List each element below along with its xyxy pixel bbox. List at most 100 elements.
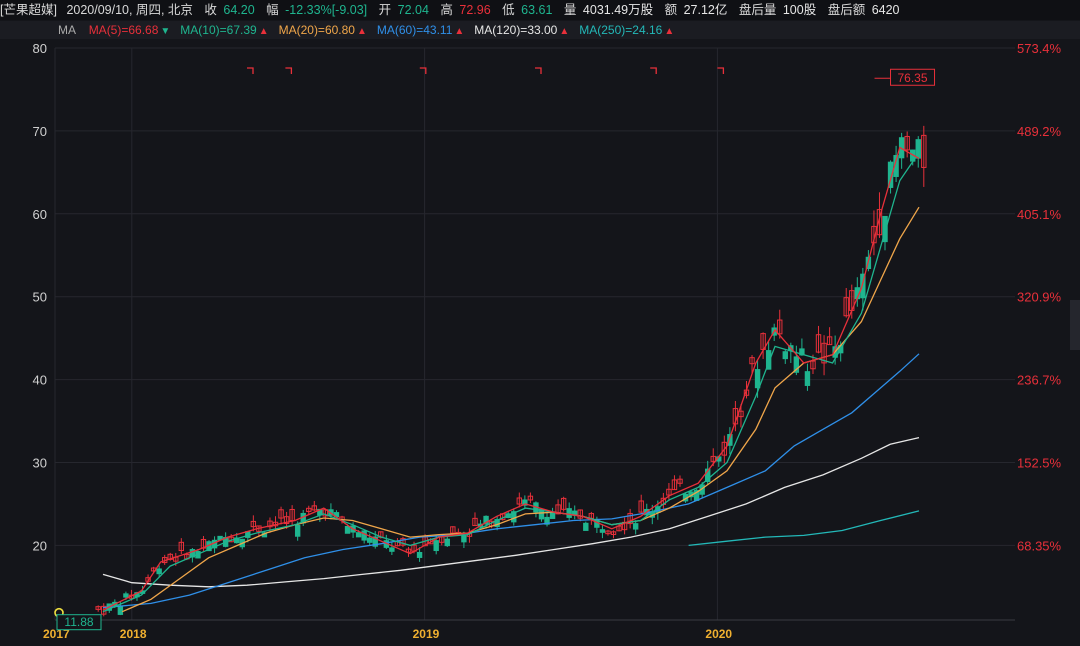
max-label-box — [890, 68, 936, 86]
candle-body — [887, 161, 894, 188]
candle-body — [416, 551, 423, 558]
amount-label: 额 — [664, 3, 678, 17]
candle-body — [610, 531, 617, 535]
candle-body — [799, 348, 805, 356]
candle-body — [117, 605, 124, 615]
candle-body — [921, 134, 927, 168]
ma60-line — [102, 353, 920, 609]
y-right-tick-label: 236.7% — [1017, 373, 1062, 388]
candle-body — [156, 568, 162, 575]
candle-body — [632, 523, 639, 530]
ma-legend-items: MA(5)=66.68 ▼ MA(10)=67.39 ▲ MA(20)=60.80 ▲ MA… — [79, 23, 675, 37]
candle-body — [283, 516, 290, 524]
after-volume-value: 100股 — [782, 3, 817, 17]
candle-body — [444, 538, 450, 547]
candle-body — [522, 499, 528, 506]
min-label-box — [56, 614, 102, 631]
ma5-line — [102, 146, 920, 611]
candle-body — [843, 297, 849, 317]
candle-body — [777, 319, 783, 335]
candle-body — [544, 516, 550, 525]
candle-body — [599, 529, 606, 533]
candle-body — [527, 495, 534, 501]
max-label: 76.35 — [898, 71, 928, 85]
candle-body — [294, 524, 301, 537]
candle-body — [472, 517, 478, 527]
candle-body — [721, 441, 728, 456]
y-left-tick-label: 50 — [33, 290, 47, 305]
change-value: -12.33% — [285, 3, 332, 17]
y-right-tick-label: 573.4% — [1017, 41, 1062, 56]
ma20-line — [121, 206, 920, 613]
x-tick-label: 2018 — [120, 627, 147, 641]
volume-value: 4031.49万股 — [582, 3, 654, 17]
low-label: 低 — [502, 3, 515, 17]
candle-body — [250, 520, 257, 528]
x-tick-label: 2019 — [413, 627, 440, 641]
candle-body — [566, 508, 572, 518]
ma-legend-item: MA(250)=24.16 ▲ — [579, 23, 675, 37]
candle-body — [710, 455, 716, 462]
candle-body — [821, 342, 827, 364]
candle-body — [677, 478, 683, 484]
candle-body — [882, 215, 888, 243]
candle-body — [267, 520, 273, 528]
y-left-tick-label: 70 — [33, 124, 47, 139]
candle-body — [355, 532, 362, 538]
candle-body — [516, 497, 523, 505]
high-value: 72.96 — [459, 3, 491, 17]
candle-body — [583, 522, 589, 531]
candle-body — [361, 530, 367, 541]
event-marker — [247, 67, 254, 74]
candle-body — [627, 512, 633, 525]
x-tick-label: 2017 — [43, 627, 70, 641]
ma-legend-item: MA(10)=67.39 ▲ — [180, 23, 269, 37]
candle-body — [389, 547, 395, 552]
candle-body — [666, 488, 672, 496]
high-label: 高 — [440, 3, 453, 17]
candle-body — [560, 497, 567, 510]
arrow-up-icon: ▲ — [454, 26, 465, 37]
candle-body — [810, 360, 816, 370]
y-right-tick-label: 489.2% — [1017, 124, 1062, 139]
candle-body — [311, 505, 317, 511]
candle-body — [871, 225, 877, 244]
y-right-tick-label: 320.9% — [1017, 290, 1062, 305]
candle-body — [461, 535, 467, 543]
candle-body — [765, 350, 772, 370]
ma-legend-item: MA(20)=60.80 ▲ — [278, 23, 367, 37]
candle-body — [306, 507, 312, 512]
candle-body — [782, 351, 788, 360]
arrow-up-icon: ▲ — [559, 26, 570, 37]
candle-body — [605, 530, 611, 535]
candle-body — [555, 504, 561, 515]
candle-body — [234, 537, 240, 544]
panel-collapse-handle[interactable] — [1070, 300, 1080, 350]
candle-body — [123, 593, 129, 598]
open-label: 开 — [378, 3, 392, 17]
y-right-tick-label: 405.1% — [1017, 207, 1062, 222]
ma10-line — [102, 152, 920, 613]
close-value: 64.20 — [223, 3, 255, 17]
y-left-tick-label: 40 — [33, 373, 47, 388]
ma250-line — [688, 510, 920, 547]
candle-body — [577, 509, 583, 519]
event-marker — [535, 67, 542, 74]
after-volume-label: 盘后量 — [738, 3, 777, 17]
min-label: 11.88 — [64, 615, 93, 629]
ma-legend-title: MA — [58, 23, 76, 37]
y-left-tick-label: 20 — [33, 538, 47, 553]
ma-legend: MA MA(5)=66.68 ▼ MA(10)=67.39 ▲ MA(20)=60.80… — [0, 21, 1080, 39]
candle-body — [876, 209, 883, 236]
arrow-up-icon: ▲ — [258, 26, 269, 37]
candlestick-chart: 80 573.4% 70 489.2% 60 405.1% 50 320.9% 40 236.7%… — [33, 41, 1062, 641]
y-left-tick-label: 60 — [33, 207, 47, 222]
change-label: 幅 — [266, 3, 279, 17]
candle-body — [538, 508, 545, 520]
after-amount-label: 盘后额 — [827, 3, 866, 17]
candle-body — [433, 540, 439, 552]
candle-body — [95, 606, 101, 610]
candle-body — [400, 538, 406, 546]
y-right-tick-label: 68.35% — [1017, 538, 1062, 553]
arrow-up-icon: ▲ — [664, 26, 675, 37]
